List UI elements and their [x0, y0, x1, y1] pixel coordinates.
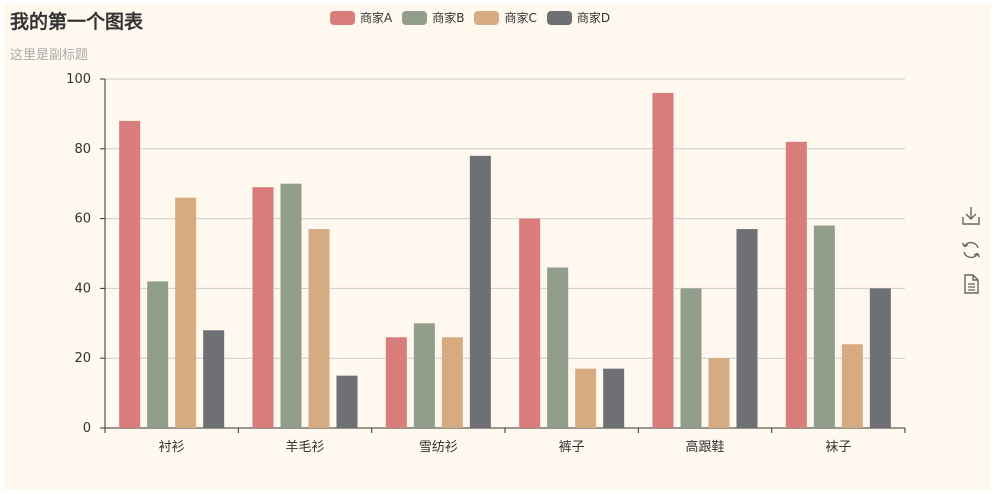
bar: [519, 218, 541, 428]
toolbox: [958, 205, 984, 295]
legend-swatch-b: [402, 10, 428, 25]
bar: [869, 288, 891, 428]
y-tick-label: 20: [74, 351, 91, 366]
bar: [308, 229, 330, 428]
bar: [841, 344, 863, 428]
bar: [680, 288, 702, 428]
y-tick-label: 100: [66, 72, 91, 87]
download-icon[interactable]: [960, 205, 982, 227]
bar: [813, 225, 835, 428]
y-tick-label: 60: [74, 212, 91, 227]
legend-item-a[interactable]: 商家A: [330, 9, 392, 26]
bar: [441, 337, 463, 428]
x-tick-label: 高跟鞋: [685, 439, 724, 455]
bar: [203, 330, 225, 428]
chart-title: 我的第一个图表: [10, 11, 144, 33]
x-tick-label: 袜子: [825, 440, 851, 455]
legend-item-b[interactable]: 商家B: [402, 9, 464, 26]
x-tick-label: 羊毛衫: [285, 439, 324, 455]
data-view-icon[interactable]: [960, 273, 982, 295]
bar: [736, 229, 758, 428]
bar: [603, 368, 625, 428]
bar: [280, 183, 302, 428]
bar: [385, 337, 407, 428]
y-tick-label: 80: [74, 142, 91, 157]
bar: [119, 120, 141, 428]
y-tick-label: 0: [83, 421, 91, 436]
bar: [708, 358, 730, 428]
bar: [469, 155, 491, 428]
legend-label-a: 商家A: [360, 11, 393, 25]
y-tick-label: 40: [74, 281, 91, 296]
bar: [413, 323, 435, 428]
legend-label-d: 商家D: [576, 11, 611, 25]
bar: [785, 141, 807, 428]
bar: [147, 281, 169, 428]
legend: 商家A 商家B 商家C 商家D: [330, 9, 610, 26]
x-tick-label: 衬衫: [159, 440, 185, 455]
bar: [547, 267, 569, 428]
x-tick-label: 雪纺衫: [419, 440, 458, 455]
legend-swatch-c: [474, 10, 500, 25]
bar: [652, 92, 674, 429]
chart-subtitle: 这里是副标题: [10, 48, 89, 63]
legend-swatch-a: [330, 10, 355, 25]
legend-label-b: 商家B: [432, 11, 465, 25]
bar: [252, 187, 274, 428]
refresh-icon[interactable]: [960, 239, 982, 261]
bar: [336, 375, 358, 428]
bar: [175, 197, 197, 428]
bar: [575, 368, 597, 428]
legend-item-d[interactable]: 商家D: [546, 9, 611, 26]
legend-item-c[interactable]: 商家C: [474, 9, 537, 26]
legend-swatch-d: [546, 10, 572, 25]
legend-label-c: 商家C: [504, 11, 537, 25]
x-tick-label: 裤子: [559, 440, 585, 455]
